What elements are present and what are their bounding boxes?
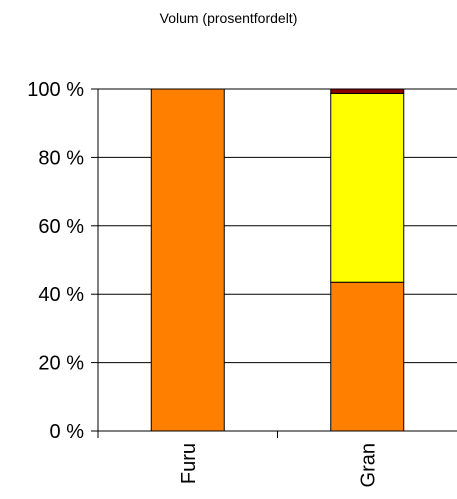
y-axis-ticks: 0 % 20 % 40 % 60 % 80 % 100 % — [27, 79, 98, 443]
category-label: Gran — [357, 443, 379, 487]
bar-segment — [150, 88, 225, 432]
category-label: Furu — [178, 443, 200, 484]
y-tick-label: 40 % — [38, 284, 84, 306]
y-tick-label: 0 % — [50, 421, 85, 443]
bars — [150, 88, 405, 432]
x-axis-categories: Furu Gran — [178, 431, 379, 487]
y-tick-label: 60 % — [38, 216, 84, 238]
bar-segment — [330, 281, 405, 432]
y-tick-label: 20 % — [38, 353, 84, 375]
chart-title: Volum (prosentfordelt) — [159, 10, 298, 26]
bar-segment — [330, 88, 405, 94]
y-tick-label: 100 % — [27, 79, 84, 101]
y-tick-label: 80 % — [38, 147, 84, 169]
bar-segment — [330, 92, 405, 283]
